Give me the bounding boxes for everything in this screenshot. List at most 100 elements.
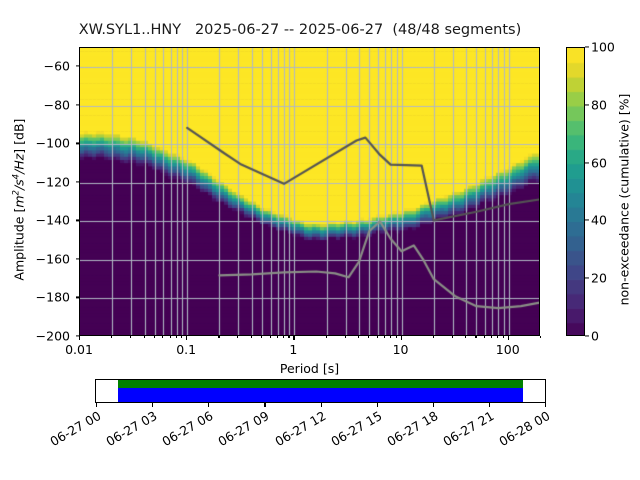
y-axis-tick-label: −160 xyxy=(35,251,70,267)
y-axis-tick-label: −120 xyxy=(35,174,70,190)
y-axis-tick-mark xyxy=(75,335,79,337)
timeline-coverage-axes[interactable] xyxy=(95,379,546,403)
x-axis-tick-label: 0.01 xyxy=(65,342,93,357)
x-axis-tick-mark-major xyxy=(79,336,81,340)
timeline-tick-label: 06-27 03 xyxy=(103,408,160,450)
colorbar-tick-label: 20 xyxy=(591,270,607,286)
x-axis-tick-mark-major xyxy=(507,336,509,340)
timeline-tick-mark xyxy=(488,403,491,407)
timeline-tick-label: 06-27 12 xyxy=(271,408,328,450)
ppsd-histogram xyxy=(80,48,539,335)
x-axis-tick-mark-minor xyxy=(276,336,278,339)
x-axis-tick-mark-minor xyxy=(390,336,392,339)
timeline-tick-mark xyxy=(264,403,266,407)
timeline-tick-label: 06-27 00 xyxy=(47,408,104,450)
y-axis-tick-mark xyxy=(75,258,79,260)
colorbar-tick-labels: 0 20 40 60 80 100 xyxy=(591,40,617,344)
x-axis-tick-mark-minor xyxy=(169,336,171,339)
x-axis-tick-mark-major xyxy=(186,336,188,340)
x-axis-tick-mark-minor xyxy=(368,336,370,339)
x-axis-tick-mark-minor xyxy=(432,336,434,339)
y-axis-tick-label: −100 xyxy=(35,135,70,151)
x-axis-tick-labels: 0.01 0.1 1 10 100 xyxy=(65,342,540,362)
timeline-tick-mark xyxy=(320,403,322,407)
x-axis-tick-mark-minor xyxy=(237,336,239,339)
x-axis-tick-marks xyxy=(79,336,542,341)
timeline-tick-label: 06-27 06 xyxy=(159,408,216,450)
x-axis-tick-mark-minor xyxy=(540,336,542,339)
x-axis-tick-mark-minor xyxy=(357,336,359,339)
x-axis-tick-mark-minor xyxy=(465,336,467,339)
y-axis-tick-label: −60 xyxy=(43,58,70,74)
timeline-tick-mark xyxy=(545,403,547,407)
x-axis-tick-mark-minor xyxy=(143,336,145,339)
x-axis-tick-mark-minor xyxy=(502,336,504,339)
x-axis-tick-mark-minor xyxy=(475,336,477,339)
timeline-tick-mark xyxy=(96,403,98,407)
colorbar-tick-mark xyxy=(585,335,589,337)
x-axis-tick-mark-minor xyxy=(451,336,453,339)
x-axis-tick-mark-minor xyxy=(376,336,378,339)
timeline-tick-label: 06-28 00 xyxy=(496,408,553,450)
timeline-tick-marks xyxy=(95,403,547,408)
timeline-tick-labels: 06-27 00 06-27 03 06-27 06 06-27 09 06-27 12… xyxy=(47,408,552,468)
y-axis-tick-label: −80 xyxy=(43,97,70,113)
y-axis-tick-mark xyxy=(75,181,79,183)
y-axis-tick-labels: −60 −80 −100 −120 −140 −160 −180 −200 xyxy=(0,47,70,344)
colorbar-tick-marks xyxy=(585,46,589,337)
timeline-tick-label: 06-27 21 xyxy=(440,408,497,450)
x-axis-tick-mark-minor xyxy=(325,336,327,339)
colorbar-tick-mark xyxy=(585,219,589,221)
y-axis-tick-marks xyxy=(75,47,80,337)
colorbar-tick-mark xyxy=(585,277,589,279)
x-axis-tick-mark-minor xyxy=(288,336,290,339)
x-axis-tick-mark-minor xyxy=(395,336,397,339)
x-axis-tick-mark-minor xyxy=(175,336,177,339)
ppsd-plot-area[interactable] xyxy=(79,47,540,336)
x-axis-tick-mark-minor xyxy=(383,336,386,339)
x-axis-tick-label: 100 xyxy=(495,342,520,357)
timeline-bar-psd-segments xyxy=(117,388,524,402)
timeline-tick-mark xyxy=(432,403,434,407)
colorbar-tick-label: 0 xyxy=(591,328,599,344)
x-axis-tick-mark-minor xyxy=(130,336,132,339)
x-axis-tick-mark-minor xyxy=(162,336,164,339)
x-axis-tick-mark-major xyxy=(400,336,402,340)
colorbar-tick-label: 100 xyxy=(591,39,615,55)
x-axis-tick-mark-minor xyxy=(497,336,499,339)
x-axis-tick-mark-minor xyxy=(218,336,220,339)
page-title: XW.SYL1..HNY 2025-06-27 -- 2025-06-27 (4… xyxy=(78,22,522,38)
x-axis-tick-mark-minor xyxy=(491,336,493,339)
timeline-tick-mark xyxy=(152,403,154,407)
timeline-tick-label: 06-27 15 xyxy=(327,408,385,450)
y-axis-tick-mark xyxy=(75,296,79,299)
timeline-tick-label: 06-27 18 xyxy=(384,408,441,450)
colorbar[interactable] xyxy=(566,47,585,336)
colorbar-tick-label: 80 xyxy=(591,97,607,113)
colorbar-tick-mark xyxy=(585,104,589,106)
colorbar-tick-mark xyxy=(585,46,589,48)
x-axis-tick-label: 1 xyxy=(289,342,298,357)
timeline-tick-mark xyxy=(208,403,210,407)
x-axis-tick-mark-minor xyxy=(483,336,486,339)
x-axis-tick-label: 10 xyxy=(392,342,409,357)
y-axis-tick-label: −200 xyxy=(35,328,70,344)
colorbar-label: non-exceedance (cumulative) [%] xyxy=(616,93,632,305)
x-axis-tick-mark-major xyxy=(293,336,295,340)
timeline-tick-label: 06-27 09 xyxy=(215,408,272,450)
x-axis-label: Period [s] xyxy=(279,361,340,376)
colorbar-tick-label: 60 xyxy=(591,155,607,171)
y-axis-tick-mark xyxy=(75,65,79,67)
x-axis-tick-mark-minor xyxy=(250,336,252,339)
x-axis-tick-label: 0.1 xyxy=(176,342,197,357)
timeline-tick-mark xyxy=(376,403,378,407)
x-axis-tick-mark-minor xyxy=(282,336,285,339)
colorbar-tick-mark xyxy=(585,162,589,164)
x-axis-tick-mark-minor xyxy=(269,336,271,339)
y-axis-tick-mark xyxy=(75,219,79,221)
y-axis-tick-mark xyxy=(75,142,79,144)
x-axis-tick-mark-minor xyxy=(181,336,183,339)
colorbar-gradient xyxy=(567,48,584,335)
x-axis-tick-mark-minor xyxy=(344,336,346,339)
